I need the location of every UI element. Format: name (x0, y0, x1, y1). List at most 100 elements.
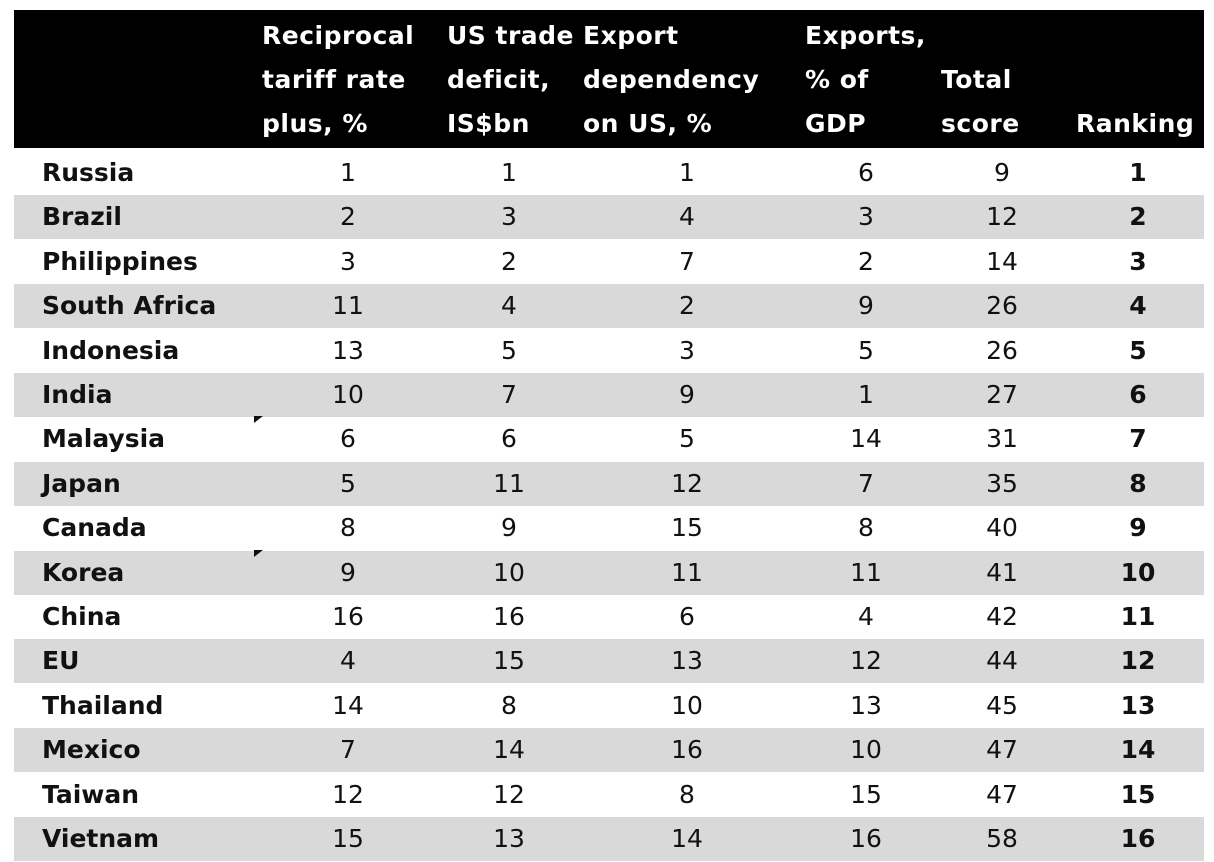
cell-tariff-rate: 8 (340, 513, 356, 543)
header-line: score (941, 109, 1020, 138)
cell-exports-gdp: 1 (858, 380, 874, 409)
cell-trade-deficit: 2 (501, 246, 517, 276)
cell-country: Korea (42, 557, 125, 587)
cell-exports-gdp: 11 (850, 557, 882, 587)
table-row: Mexico 7 14 16 10 47 14 (14, 728, 1204, 773)
cell-ranking: 12 (1120, 646, 1156, 676)
cell-export-dependency: 8 (679, 779, 695, 809)
cell-tariff-rate: 11 (332, 291, 364, 321)
cell-trade-deficit: 3 (501, 202, 517, 232)
header-line: dependency (583, 65, 760, 94)
cell-tariff-rate: 14 (332, 690, 364, 720)
cell-country: Japan (42, 468, 121, 498)
header-line: on US, % (583, 109, 713, 138)
cell-trade-deficit: 6 (501, 424, 517, 454)
cell-country: Canada (42, 513, 147, 543)
cell-country: Mexico (42, 735, 141, 765)
table-row: Brazil 2 3 4 3 12 2 (14, 195, 1204, 240)
cell-total-score: 45 (986, 690, 1018, 720)
cell-ranking: 10 (1120, 557, 1156, 587)
cell-tariff-rate: 10 (332, 380, 364, 409)
cell-ranking: 15 (1120, 779, 1156, 809)
header-line: IS$bn (447, 109, 530, 138)
table-row: Malaysia 6 6 5 14 31 7 (14, 417, 1204, 461)
cell-export-dependency: 10 (671, 690, 703, 720)
cell-tariff-rate: 7 (340, 735, 356, 765)
cell-trade-deficit: 8 (501, 690, 517, 720)
cell-export-dependency: 11 (671, 557, 703, 587)
header-line: deficit, (447, 65, 551, 94)
table-row: Russia 1 1 1 6 9 1 (14, 151, 1204, 195)
cell-ranking: 6 (1129, 380, 1147, 409)
table-row: India 10 7 9 1 27 6 (14, 373, 1204, 417)
cell-tariff-rate: 6 (340, 424, 356, 454)
header-line: Ranking (1076, 109, 1195, 138)
cell-exports-gdp: 2 (858, 246, 874, 276)
header-line: Total (941, 65, 1012, 94)
cell-exports-gdp: 9 (858, 291, 874, 321)
cell-ranking: 8 (1129, 468, 1147, 498)
cell-export-dependency: 1 (679, 158, 695, 187)
header-line: Reciprocal (262, 21, 415, 50)
cell-trade-deficit: 9 (501, 513, 517, 543)
cell-ranking: 14 (1120, 735, 1156, 765)
cell-exports-gdp: 12 (850, 646, 882, 676)
cell-country: Indonesia (42, 335, 180, 365)
cell-total-score: 42 (986, 602, 1018, 631)
cell-ranking: 7 (1129, 424, 1147, 454)
cell-country: Brazil (42, 202, 122, 232)
cell-total-score: 58 (986, 824, 1018, 853)
header-line: plus, % (262, 109, 368, 138)
cell-tariff-rate: 1 (340, 158, 356, 187)
cell-export-dependency: 7 (679, 246, 695, 276)
cell-export-dependency: 9 (679, 380, 695, 409)
table-header: Reciprocal tariff rate plus, % US trade defi… (14, 10, 1204, 148)
cell-comment-marker (254, 416, 263, 423)
cell-country: Russia (42, 158, 135, 187)
header-line: US trade (447, 21, 575, 50)
cell-country: Philippines (42, 246, 198, 276)
cell-tariff-rate: 12 (332, 779, 364, 809)
header-line: % of (805, 65, 869, 94)
cell-exports-gdp: 7 (858, 468, 874, 498)
table-row: Canada 8 9 15 8 40 9 (14, 506, 1204, 550)
cell-tariff-rate: 2 (340, 202, 356, 232)
cell-export-dependency: 12 (671, 468, 703, 498)
cell-total-score: 40 (986, 513, 1018, 543)
cell-ranking: 4 (1129, 291, 1147, 321)
table-row: Vietnam 15 13 14 16 58 16 (14, 817, 1204, 861)
table-row: Thailand 14 8 10 13 45 13 (14, 684, 1204, 728)
cell-total-score: 26 (986, 291, 1018, 321)
cell-export-dependency: 2 (679, 291, 695, 321)
cell-export-dependency: 13 (671, 646, 703, 676)
cell-trade-deficit: 1 (501, 158, 517, 187)
header-trade-deficit: US trade deficit, IS$bn (447, 14, 574, 146)
cell-country: Malaysia (42, 424, 166, 454)
cell-ranking: 2 (1129, 202, 1147, 232)
cell-exports-gdp: 4 (858, 602, 874, 631)
cell-total-score: 27 (986, 380, 1018, 409)
cell-tariff-rate: 16 (332, 602, 364, 631)
header-export-dependency: Export dependency on US, % (583, 14, 759, 146)
table-row: Korea 9 10 11 11 41 10 (14, 550, 1204, 595)
table-row: EU 4 15 13 12 44 12 (14, 639, 1204, 684)
cell-export-dependency: 15 (671, 513, 703, 543)
cell-trade-deficit: 5 (501, 335, 517, 365)
table-row: Indonesia 13 5 3 5 26 5 (14, 329, 1204, 373)
cell-ranking: 9 (1129, 513, 1147, 543)
cell-export-dependency: 6 (679, 602, 695, 631)
cell-trade-deficit: 12 (493, 779, 525, 809)
cell-total-score: 14 (986, 246, 1018, 276)
cell-total-score: 35 (986, 468, 1018, 498)
cell-trade-deficit: 15 (493, 646, 525, 676)
cell-total-score: 47 (986, 735, 1018, 765)
cell-trade-deficit: 16 (493, 602, 525, 631)
cell-total-score: 31 (986, 424, 1018, 454)
header-tariff-rate: Reciprocal tariff rate plus, % (262, 14, 414, 146)
cell-tariff-rate: 9 (340, 557, 356, 587)
cell-country: Taiwan (42, 779, 140, 809)
cell-total-score: 12 (986, 202, 1018, 232)
header-total-score: Total score (941, 58, 1020, 146)
cell-exports-gdp: 10 (850, 735, 882, 765)
cell-export-dependency: 5 (679, 424, 695, 454)
